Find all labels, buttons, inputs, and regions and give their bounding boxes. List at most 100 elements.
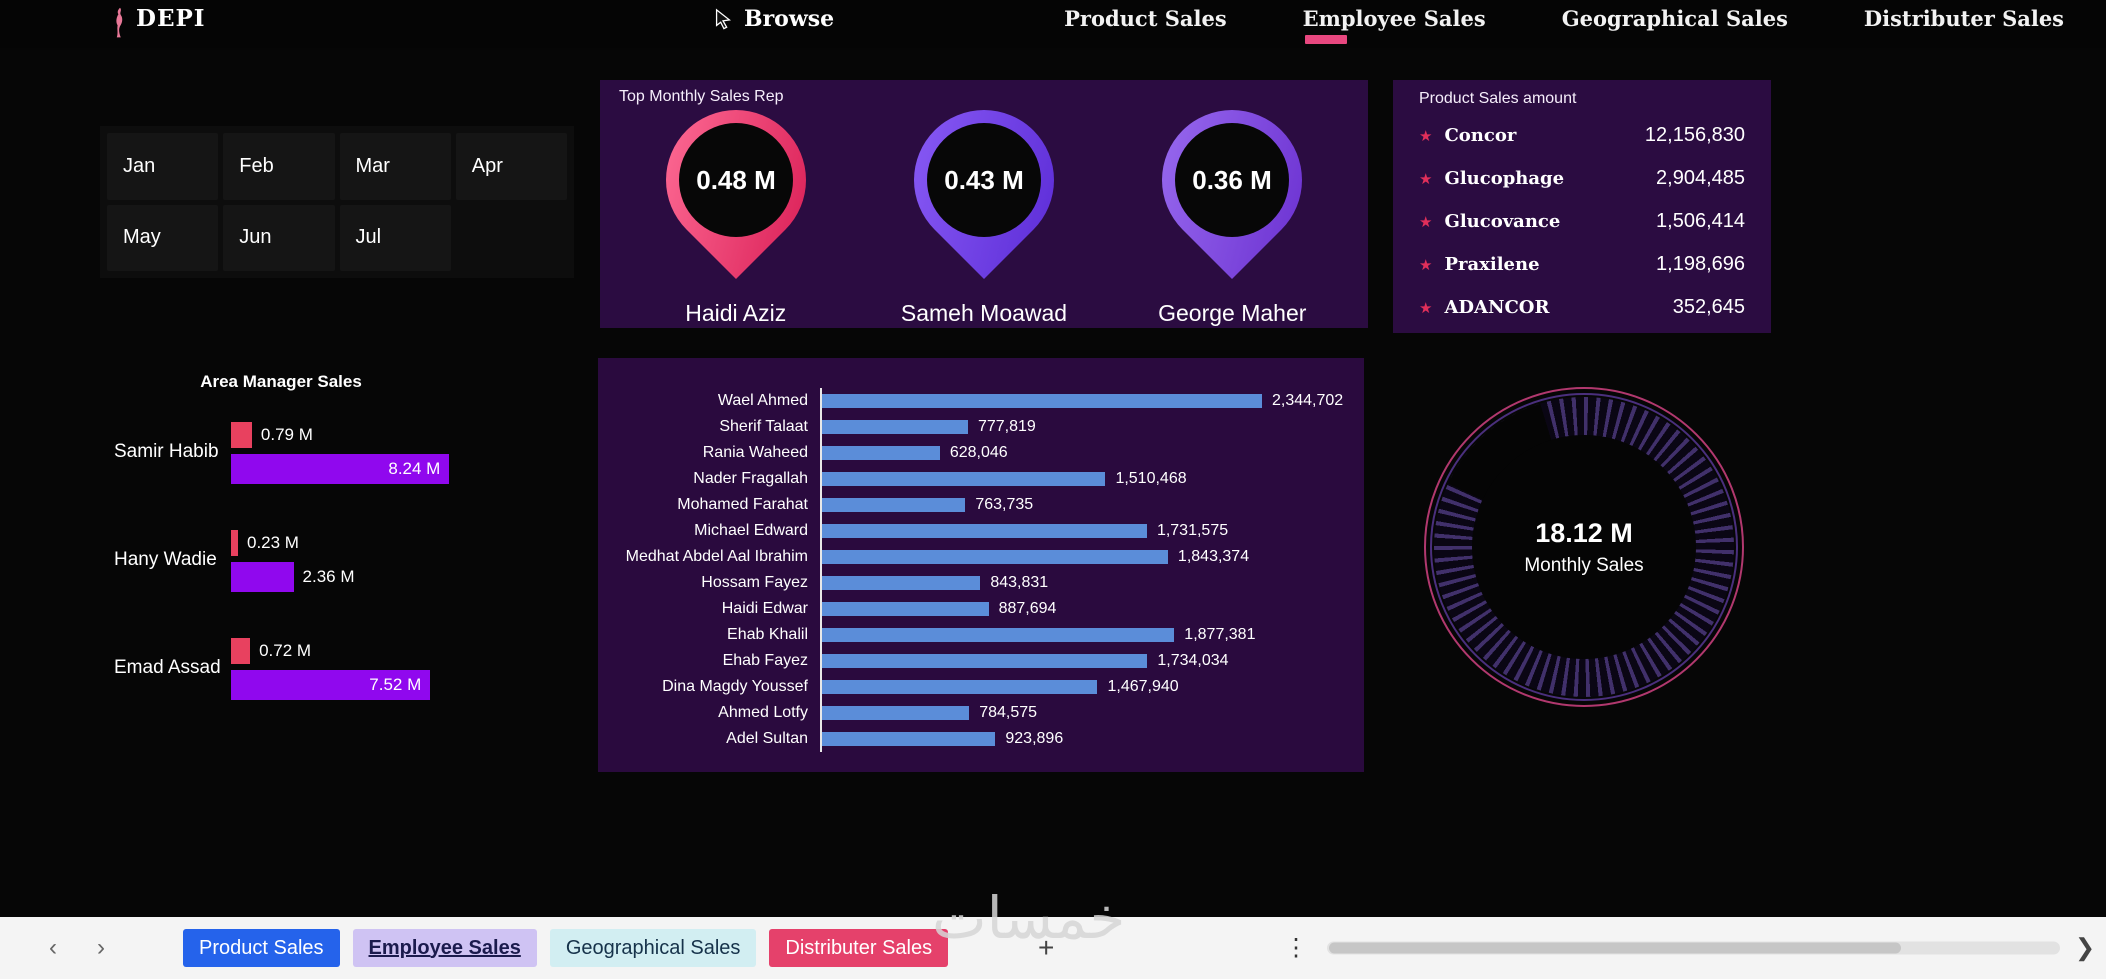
top-nav: Product Sales Employee Sales Geographical … — [1064, 6, 2064, 44]
employee-bar-track: 2,344,702 — [820, 388, 1364, 414]
star-icon: ★ — [1419, 299, 1433, 317]
employee-sales-bar[interactable] — [822, 628, 1175, 642]
rep-sales-value: 0.48 M — [696, 164, 776, 195]
kebab-menu-icon[interactable]: ⋮ — [1284, 934, 1308, 962]
rep-pin-marker[interactable]: 0.36 M — [1133, 81, 1332, 279]
scrollbar-thumb[interactable] — [1329, 942, 1901, 954]
monthly-sales-gauge: 18.12 M Monthly Sales — [1424, 387, 1744, 707]
product-row-glucovance[interactable]: ★ Glucovance 1,506,414 — [1419, 200, 1745, 243]
rep-sales-value: 0.36 M — [1192, 164, 1273, 195]
product-row-praxilene[interactable]: ★ Praxilene 1,198,696 — [1419, 243, 1745, 286]
browse-label: Browse — [744, 6, 835, 32]
manager-name: Hany Wadie — [114, 549, 217, 570]
rep-name: Sameh Moawad — [900, 300, 1068, 326]
employee-bar-track: 777,819 — [820, 414, 1364, 440]
employee-sales-value: 843,831 — [990, 574, 1049, 591]
employee-name: Medhat Abdel Aal Ibrahim — [625, 548, 808, 565]
manager-row-hany-wadie: Hany Wadie 0.23 M 2.36 M — [108, 526, 454, 594]
employee-row-rania-waheed: Rania Waheed 628,046 — [598, 440, 1364, 466]
employee-row-adel-sultan: Adel Sultan 923,896 — [598, 726, 1364, 752]
product-name: Glucophage — [1444, 168, 1565, 189]
nav-item-geographical-sales[interactable]: Geographical Sales — [1561, 6, 1788, 31]
primary-sales-bar[interactable]: 8.24 M — [231, 454, 450, 484]
secondary-sales-bar[interactable] — [231, 638, 251, 664]
star-icon: ★ — [1419, 127, 1433, 145]
employee-sales-bar[interactable] — [822, 446, 940, 460]
employee-sales-value: 1,467,940 — [1107, 678, 1179, 695]
month-button-mar[interactable]: Mar — [339, 133, 451, 200]
employee-sales-bar[interactable] — [822, 602, 989, 616]
secondary-bar-row: 0.23 M — [231, 526, 454, 560]
employee-sales-bar[interactable] — [822, 654, 1148, 668]
employee-sales-value: 784,575 — [979, 704, 1038, 721]
employee-bar-track: 784,575 — [820, 700, 1364, 726]
employee-sales-value: 763,735 — [975, 496, 1034, 513]
cursor-icon — [712, 7, 734, 31]
browse-control[interactable]: Browse — [712, 6, 834, 32]
employee-sales-value: 2,344,702 — [1272, 392, 1344, 409]
employee-sales-bar[interactable] — [822, 576, 981, 590]
product-sales-list: ★ Concor 12,156,830 ★ Glucophage 2,904,485 ★ Gl… — [1419, 114, 1745, 329]
employee-sales-bar[interactable] — [822, 472, 1106, 486]
month-button-jul[interactable]: Jul — [339, 204, 451, 271]
employee-sales-bar[interactable] — [822, 680, 1098, 694]
nav-item-distributer-sales[interactable]: Distributer Sales — [1863, 6, 2064, 31]
secondary-sales-bar[interactable] — [231, 530, 238, 556]
horizontal-scrollbar[interactable] — [1327, 941, 2060, 955]
pages-forward-icon[interactable]: › — [97, 934, 105, 961]
employee-row-ahmed-lotfy: Ahmed Lotfy 784,575 — [598, 700, 1364, 726]
month-button-jan[interactable]: Jan — [107, 133, 219, 200]
product-row-adancor[interactable]: ★ ADANCOR 352,645 — [1419, 286, 1745, 329]
employee-sales-bar[interactable] — [822, 550, 1168, 564]
page-tab-product-sales[interactable]: Product Sales — [183, 929, 340, 967]
employee-sales-bar[interactable] — [822, 732, 996, 746]
scroll-right-icon[interactable]: ❯ — [2074, 934, 2096, 962]
employee-name: Nader Fragallah — [693, 470, 808, 487]
employee-sales-value: 923,896 — [1005, 730, 1064, 747]
secondary-sales-bar[interactable] — [231, 422, 252, 448]
rep-name: Haidi Aziz — [685, 300, 787, 326]
employee-sales-bar[interactable] — [822, 420, 968, 434]
pages-back-icon[interactable]: ‹ — [49, 934, 57, 961]
product-row-glucophage[interactable]: ★ Glucophage 2,904,485 — [1419, 157, 1745, 200]
rep-pin-marker[interactable]: 0.48 M — [636, 81, 835, 279]
employee-sales-bar[interactable] — [822, 394, 1262, 408]
star-icon: ★ — [1419, 170, 1433, 188]
page-tab-employee-sales[interactable]: Employee Sales — [352, 929, 537, 967]
employee-row-haidi-edwar: Haidi Edwar 887,694 — [598, 596, 1364, 622]
page-tab-geographical-sales[interactable]: Geographical Sales — [549, 929, 757, 967]
employee-sales-value: 887,694 — [998, 600, 1057, 617]
employee-sales-bar[interactable] — [822, 498, 966, 512]
page-tabs: Product Sales Employee Sales Geographical … — [183, 929, 949, 967]
month-button-apr[interactable]: Apr — [455, 133, 567, 200]
month-button-jun[interactable]: Jun — [223, 204, 335, 271]
star-icon: ★ — [1419, 256, 1433, 274]
add-page-button[interactable]: + — [1038, 932, 1055, 963]
employee-row-wael-ahmed: Wael Ahmed 2,344,702 — [598, 388, 1364, 414]
sales-rep-george-maher: 0.36 M George Maher — [1120, 81, 1345, 327]
product-row-concor[interactable]: ★ Concor 12,156,830 — [1419, 114, 1745, 157]
top-reps-panel: Top Monthly Sales Rep 0.48 M Haidi Aziz 0.… — [600, 80, 1368, 328]
manager-name: Emad Assad — [114, 657, 221, 678]
employee-sales-bar[interactable] — [822, 706, 970, 720]
page-tab-distributer-sales[interactable]: Distributer Sales — [769, 929, 949, 967]
gauge-value: 18.12 M — [1535, 517, 1633, 548]
rep-pin-marker[interactable]: 0.43 M — [885, 81, 1083, 279]
employee-bar-track: 1,734,034 — [820, 648, 1364, 674]
nav-item-employee-sales[interactable]: Employee Sales — [1303, 6, 1486, 44]
employee-row-nader-fragallah: Nader Fragallah 1,510,468 — [598, 466, 1364, 492]
employee-sales-bar[interactable] — [822, 524, 1147, 538]
manager-name: Samir Habib — [114, 441, 219, 462]
manager-bars: 0.79 M 8.24 M — [231, 418, 454, 486]
manager-row-samir-habib: Samir Habib 0.79 M 8.24 M — [108, 418, 454, 486]
month-button-may[interactable]: May — [107, 204, 219, 271]
employee-sales-value: 628,046 — [949, 444, 1008, 461]
nav-item-product-sales[interactable]: Product Sales — [1064, 6, 1227, 31]
primary-sales-bar[interactable] — [231, 562, 294, 592]
employee-name: Rania Waheed — [702, 444, 808, 461]
month-button-feb[interactable]: Feb — [223, 133, 335, 200]
primary-sales-label: 2.36 M — [302, 567, 355, 586]
employee-row-dina-magdy-youssef: Dina Magdy Youssef 1,467,940 — [598, 674, 1364, 700]
primary-sales-bar[interactable]: 7.52 M — [231, 670, 431, 700]
sales-rep-sameh-moawad: 0.43 M Sameh Moawad — [872, 81, 1097, 327]
